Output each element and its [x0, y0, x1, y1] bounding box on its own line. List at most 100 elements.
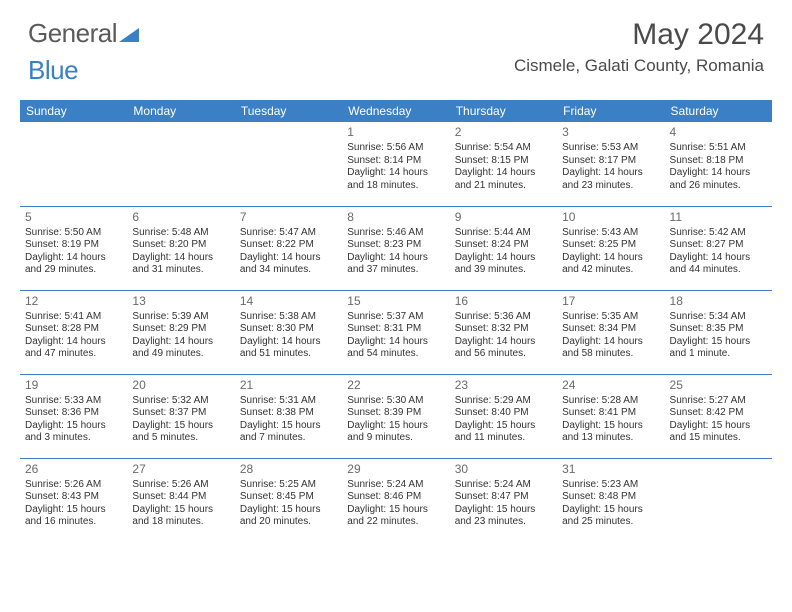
- calendar-cell: 29Sunrise: 5:24 AMSunset: 8:46 PMDayligh…: [342, 458, 449, 542]
- calendar-cell: 1Sunrise: 5:56 AMSunset: 8:14 PMDaylight…: [342, 122, 449, 206]
- day-number: 12: [25, 294, 122, 309]
- day-number: 7: [240, 210, 337, 225]
- sunrise-line: Sunrise: 5:35 AM: [562, 311, 659, 324]
- calendar-cell: 28 Sunrise: 5:25 AMSunset: 8:45 PMDayligh…: [235, 458, 342, 542]
- calendar-cell: 22Sunrise: 5:30 AMSunset: 8:39 PMDayligh…: [342, 374, 449, 458]
- sunset-line: Sunset: 8:47 PM: [455, 491, 552, 504]
- sunrise-line: Sunrise: 5:47 AM: [240, 227, 337, 240]
- daylight-line: Daylight: 14 hours and 21 minutes.: [455, 167, 552, 192]
- daylight-line: Daylight: 15 hours and 15 minutes.: [670, 420, 767, 445]
- sunrise-line: Sunrise: 5:27 AM: [670, 395, 767, 408]
- daylight-line: Daylight: 14 hours and 18 minutes.: [347, 167, 444, 192]
- day-number: 24: [562, 378, 659, 393]
- day-details: Sunrise: 5:27 AMSunset: 8:42 PMDaylight:…: [670, 395, 767, 445]
- calendar-cell: 23 Sunrise: 5:29 AMSunset: 8:40 PMDayligh…: [450, 374, 557, 458]
- day-number: 29: [347, 462, 444, 477]
- day-number: 2: [455, 125, 552, 140]
- day-details: Sunrise: 5:35 AMSunset: 8:34 PMDaylight:…: [562, 311, 659, 361]
- calendar-cell: 3Sunrise: 5:53 AMSunset: 8:17 PMDaylight…: [557, 122, 664, 206]
- daylight-line: Daylight: 15 hours and 22 minutes.: [347, 504, 444, 529]
- day-number: 17: [562, 294, 659, 309]
- daylight-line: Daylight: 14 hours and 44 minutes.: [670, 252, 767, 277]
- sunrise-line: Sunrise: 5:28 AM: [562, 395, 659, 408]
- daylight-line: Daylight: 14 hours and 58 minutes.: [562, 336, 659, 361]
- daylight-line: Daylight: 14 hours and 29 minutes.: [25, 252, 122, 277]
- sunrise-line: Sunrise: 5:34 AM: [670, 311, 767, 324]
- day-details: Sunrise: 5:37 AMSunset: 8:31 PMDaylight:…: [347, 311, 444, 361]
- sunrise-line: Sunrise: 5:30 AM: [347, 395, 444, 408]
- sunrise-line: Sunrise: 5:56 AM: [347, 142, 444, 155]
- daylight-line: Daylight: 15 hours and 1 minute.: [670, 336, 767, 361]
- sunrise-line: Sunrise: 5:41 AM: [25, 311, 122, 324]
- sunset-line: Sunset: 8:44 PM: [132, 491, 229, 504]
- day-details: Sunrise: 5:23 AMSunset: 8:48 PMDaylight:…: [562, 479, 659, 529]
- day-details: Sunrise: 5:26 AMSunset: 8:43 PMDaylight:…: [25, 479, 122, 529]
- sunrise-line: Sunrise: 5:48 AM: [132, 227, 229, 240]
- sunset-line: Sunset: 8:32 PM: [455, 323, 552, 336]
- calendar-cell: 8Sunrise: 5:46 AMSunset: 8:23 PMDaylight…: [342, 206, 449, 290]
- sunrise-line: Sunrise: 5:51 AM: [670, 142, 767, 155]
- daylight-line: Daylight: 14 hours and 37 minutes.: [347, 252, 444, 277]
- calendar-cell: [20, 122, 127, 206]
- day-number: 16: [455, 294, 552, 309]
- day-number: 18: [670, 294, 767, 309]
- sunrise-line: Sunrise: 5:25 AM: [240, 479, 337, 492]
- sunset-line: Sunset: 8:37 PM: [132, 407, 229, 420]
- day-details: Sunrise: 5:43 AMSunset: 8:25 PMDaylight:…: [562, 227, 659, 277]
- sunset-line: Sunset: 8:39 PM: [347, 407, 444, 420]
- daylight-line: Daylight: 15 hours and 7 minutes.: [240, 420, 337, 445]
- daylight-line: Daylight: 15 hours and 20 minutes.: [240, 504, 337, 529]
- sunset-line: Sunset: 8:24 PM: [455, 239, 552, 252]
- daylight-line: Daylight: 14 hours and 47 minutes.: [25, 336, 122, 361]
- daylight-line: Daylight: 14 hours and 49 minutes.: [132, 336, 229, 361]
- calendar-cell: [235, 122, 342, 206]
- day-details: Sunrise: 5:28 AMSunset: 8:41 PMDaylight:…: [562, 395, 659, 445]
- day-details: Sunrise: 5:26 AMSunset: 8:44 PMDaylight:…: [132, 479, 229, 529]
- weekday-header: Monday: [127, 100, 234, 122]
- header: GeneralBlue May 2024 Cismele, Galati Cou…: [0, 0, 792, 94]
- sunrise-line: Sunrise: 5:29 AM: [455, 395, 552, 408]
- day-details: Sunrise: 5:34 AMSunset: 8:35 PMDaylight:…: [670, 311, 767, 361]
- calendar-cell: [127, 122, 234, 206]
- day-number: 26: [25, 462, 122, 477]
- calendar-week-row: 19Sunrise: 5:33 AMSunset: 8:36 PMDayligh…: [20, 374, 772, 458]
- logo-part2: Blue: [28, 55, 78, 85]
- daylight-line: Daylight: 15 hours and 25 minutes.: [562, 504, 659, 529]
- calendar-table: SundayMondayTuesdayWednesdayThursdayFrid…: [20, 100, 772, 542]
- calendar-cell: 25Sunrise: 5:27 AMSunset: 8:42 PMDayligh…: [665, 374, 772, 458]
- sunset-line: Sunset: 8:38 PM: [240, 407, 337, 420]
- sunset-line: Sunset: 8:48 PM: [562, 491, 659, 504]
- sunrise-line: Sunrise: 5:54 AM: [455, 142, 552, 155]
- calendar-cell: 26 Sunrise: 5:26 AMSunset: 8:43 PMDayligh…: [20, 458, 127, 542]
- day-details: Sunrise: 5:25 AMSunset: 8:45 PMDaylight:…: [240, 479, 337, 529]
- daylight-line: Daylight: 14 hours and 34 minutes.: [240, 252, 337, 277]
- day-details: Sunrise: 5:44 AMSunset: 8:24 PMDaylight:…: [455, 227, 552, 277]
- sunrise-line: Sunrise: 5:42 AM: [670, 227, 767, 240]
- month-title: May 2024: [514, 18, 764, 52]
- calendar-cell: 24 Sunrise: 5:28 AMSunset: 8:41 PMDayligh…: [557, 374, 664, 458]
- calendar-cell: 13Sunrise: 5:39 AMSunset: 8:29 PMDayligh…: [127, 290, 234, 374]
- daylight-line: Daylight: 15 hours and 18 minutes.: [132, 504, 229, 529]
- day-details: Sunrise: 5:29 AMSunset: 8:40 PMDaylight:…: [455, 395, 552, 445]
- day-number: 28: [240, 462, 337, 477]
- day-details: Sunrise: 5:38 AMSunset: 8:30 PMDaylight:…: [240, 311, 337, 361]
- day-details: Sunrise: 5:53 AMSunset: 8:17 PMDaylight:…: [562, 142, 659, 192]
- calendar-cell: 2Sunrise: 5:54 AMSunset: 8:15 PMDaylight…: [450, 122, 557, 206]
- sunset-line: Sunset: 8:29 PM: [132, 323, 229, 336]
- day-number: 14: [240, 294, 337, 309]
- day-number: 22: [347, 378, 444, 393]
- daylight-line: Daylight: 14 hours and 31 minutes.: [132, 252, 229, 277]
- calendar-cell: 7Sunrise: 5:47 AMSunset: 8:22 PMDaylight…: [235, 206, 342, 290]
- day-number: 23: [455, 378, 552, 393]
- sunset-line: Sunset: 8:25 PM: [562, 239, 659, 252]
- day-number: 9: [455, 210, 552, 225]
- calendar-week-row: 26 Sunrise: 5:26 AMSunset: 8:43 PMDayligh…: [20, 458, 772, 542]
- sunrise-line: Sunrise: 5:24 AM: [455, 479, 552, 492]
- calendar-week-row: 12Sunrise: 5:41 AMSunset: 8:28 PMDayligh…: [20, 290, 772, 374]
- sunset-line: Sunset: 8:19 PM: [25, 239, 122, 252]
- calendar-cell: 17 Sunrise: 5:35 AMSunset: 8:34 PMDayligh…: [557, 290, 664, 374]
- weekday-header: Sunday: [20, 100, 127, 122]
- calendar-cell: 27Sunrise: 5:26 AMSunset: 8:44 PMDayligh…: [127, 458, 234, 542]
- daylight-line: Daylight: 14 hours and 39 minutes.: [455, 252, 552, 277]
- day-number: 30: [455, 462, 552, 477]
